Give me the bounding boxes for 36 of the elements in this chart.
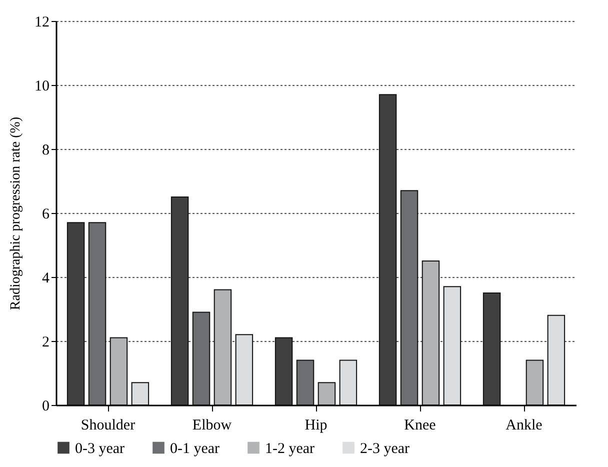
bar — [110, 337, 128, 406]
bar — [339, 360, 358, 406]
bar — [214, 289, 232, 406]
y-tick-label: 4 — [42, 270, 50, 286]
legend-label: 1-2 year — [265, 440, 315, 457]
y-tick-label: 10 — [34, 78, 50, 94]
bar — [318, 382, 336, 406]
legend-label: 2-3 year — [360, 440, 410, 457]
y-tick-label: 6 — [42, 206, 50, 222]
x-tick-label: Hip — [304, 418, 328, 434]
bar — [235, 334, 254, 406]
y-tick-label: 0 — [42, 398, 50, 414]
bar — [526, 360, 544, 406]
bar — [88, 222, 106, 406]
legend-label: 0-1 year — [170, 440, 220, 457]
bar — [443, 286, 462, 406]
bar — [192, 312, 210, 406]
bar — [296, 360, 314, 406]
bar — [482, 292, 501, 406]
y-tick-label: 12 — [34, 14, 50, 30]
y-axis-title: Radiographic progression rate (%) — [8, 116, 24, 310]
legend-label: 0-3 year — [75, 440, 125, 457]
bar — [547, 314, 566, 406]
y-tick-label: 2 — [42, 334, 50, 350]
bar — [131, 382, 150, 406]
x-tick-label: Elbow — [192, 418, 232, 434]
bar — [66, 222, 85, 406]
x-tick-label: Shoulder — [80, 418, 136, 434]
bar — [400, 190, 418, 406]
bar — [274, 337, 293, 406]
bar — [378, 94, 397, 406]
x-tick-label: Knee — [404, 418, 436, 434]
bar — [422, 260, 440, 406]
x-tick-label: Ankle — [506, 418, 543, 434]
bar — [170, 196, 189, 406]
y-tick-label: 8 — [42, 142, 50, 158]
